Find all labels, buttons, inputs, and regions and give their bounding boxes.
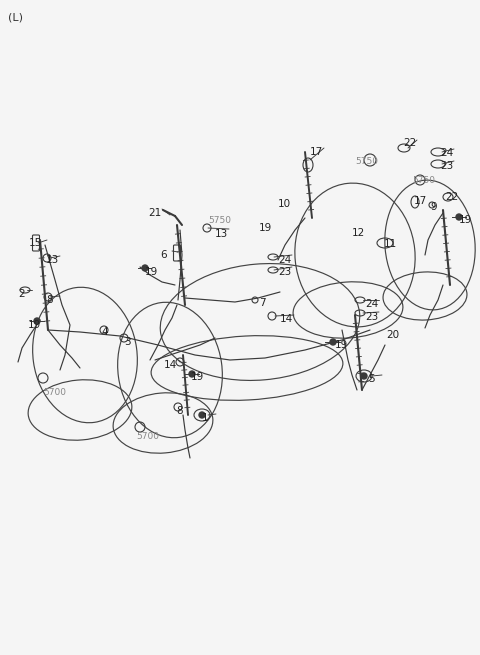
Text: 19: 19 [28,320,41,330]
Circle shape [189,371,195,377]
Text: 19: 19 [145,267,158,277]
Text: 12: 12 [352,228,365,238]
Text: 17: 17 [414,196,427,206]
Text: 5750: 5750 [208,216,231,225]
Text: 23: 23 [440,161,453,171]
Text: 8: 8 [46,295,53,305]
Text: 19: 19 [259,223,272,233]
Circle shape [199,412,205,418]
Text: 1: 1 [202,413,209,423]
Text: 5750: 5750 [412,176,435,185]
Circle shape [34,318,40,324]
Text: (L): (L) [8,12,23,22]
Text: 19: 19 [335,340,348,350]
Text: 24: 24 [440,148,453,158]
Text: 5: 5 [368,374,374,384]
Text: 7: 7 [259,298,265,308]
Text: 22: 22 [445,192,458,202]
Text: 14: 14 [164,360,177,370]
Circle shape [142,265,148,271]
Text: 8: 8 [176,406,182,416]
Text: 5750: 5750 [355,157,378,166]
Text: 3: 3 [124,337,131,347]
Text: 13: 13 [215,229,228,239]
Text: 19: 19 [459,215,472,225]
Text: 6: 6 [160,250,167,260]
Text: 11: 11 [384,239,397,249]
Text: 5700: 5700 [136,432,159,441]
Circle shape [361,373,367,379]
Text: 23: 23 [278,267,291,277]
Text: 4: 4 [101,327,108,337]
Circle shape [456,214,462,220]
Text: 2: 2 [18,289,24,299]
Text: 5700: 5700 [43,388,66,397]
Text: 9: 9 [430,202,437,212]
Text: 22: 22 [403,138,416,148]
Text: 15: 15 [29,238,42,248]
Text: 19: 19 [191,372,204,382]
Text: 21: 21 [148,208,161,218]
Text: 14: 14 [280,314,293,324]
Text: 10: 10 [278,199,291,209]
Text: 24: 24 [365,299,378,309]
Text: 17: 17 [310,147,323,157]
Text: 24: 24 [278,255,291,265]
Text: 20: 20 [386,330,399,340]
Circle shape [330,339,336,345]
Text: 23: 23 [365,312,378,322]
Text: 13: 13 [46,255,59,265]
